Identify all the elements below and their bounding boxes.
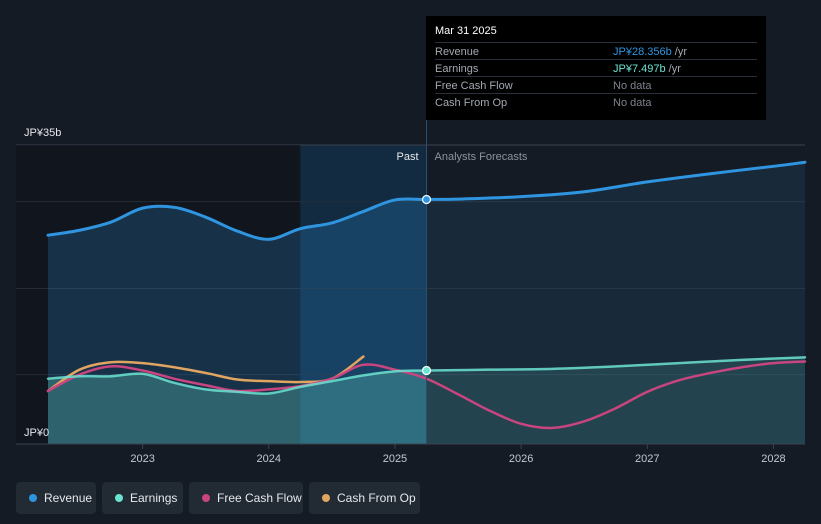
x-tick-label: 2025 <box>383 453 407 465</box>
y-tick-label: JP¥35b <box>24 127 61 139</box>
legend-label: Revenue <box>44 491 93 505</box>
tooltip-value: No data <box>613 97 652 109</box>
y-axis-ticks: JP¥35b JP¥0 <box>24 127 61 439</box>
legend-dot-icon <box>202 494 210 502</box>
x-tick-label: 2023 <box>130 453 154 465</box>
legend-label: Cash From Op <box>337 491 416 505</box>
tooltip-label: Earnings <box>435 63 479 75</box>
tooltip-value: JP¥28.356b /yr <box>613 46 687 58</box>
tooltip-label: Free Cash Flow <box>435 80 513 92</box>
legend-dot-icon <box>29 494 37 502</box>
line-earnings <box>46 356 807 395</box>
x-tick-label: 2026 <box>509 453 533 465</box>
area-revenue-past <box>48 198 427 444</box>
x-tick-label: 2027 <box>635 453 659 465</box>
tooltip-row-free-cash-flow: Free Cash Flow No data <box>435 76 757 94</box>
area-earnings-past <box>48 370 427 444</box>
marker-earnings <box>421 365 432 376</box>
tooltip-label: Revenue <box>435 46 480 58</box>
tooltip-panel: Mar 31 2025 Revenue JP¥28.356b /yr Earni… <box>426 16 766 120</box>
past-label: Past <box>396 151 418 163</box>
legend-item-free-cash-flow[interactable]: Free Cash Flow <box>189 482 303 514</box>
tooltip-label: Cash From Op <box>435 97 508 109</box>
tooltip-row-cash-from-op: Cash From Op No data <box>435 93 757 111</box>
selected-point-markers <box>421 194 432 376</box>
tooltip-date: Mar 31 2025 <box>435 25 497 37</box>
line-cash_from_op <box>46 355 365 393</box>
x-axis-ticks: 2023 2024 2025 2026 2027 2028 <box>130 444 786 465</box>
tooltip-value: JP¥7.497b /yr <box>613 63 681 75</box>
tooltip-value: No data <box>613 80 652 92</box>
x-tick-label: 2028 <box>761 453 785 465</box>
legend-label: Earnings <box>130 491 178 505</box>
legend-dot-icon <box>115 494 123 502</box>
line-revenue <box>46 160 807 241</box>
x-tick-label: 2024 <box>257 453 281 465</box>
legend-item-earnings[interactable]: Earnings <box>102 482 183 514</box>
analysts-forecasts-label: Analysts Forecasts <box>435 151 528 163</box>
y-tick-label: JP¥0 <box>24 427 49 439</box>
area-earnings-forecast <box>426 357 805 444</box>
tooltip-row-revenue: Revenue JP¥28.356b /yr <box>435 42 757 60</box>
legend-item-revenue[interactable]: Revenue <box>16 482 96 514</box>
legend-item-cash-from-op[interactable]: Cash From Op <box>309 482 420 514</box>
marker-revenue <box>421 194 432 205</box>
tooltip-row-earnings: Earnings JP¥7.497b /yr <box>435 59 757 77</box>
legend-label: Free Cash Flow <box>217 491 302 505</box>
legend-dot-icon <box>322 494 330 502</box>
past-period-highlight <box>300 145 427 444</box>
